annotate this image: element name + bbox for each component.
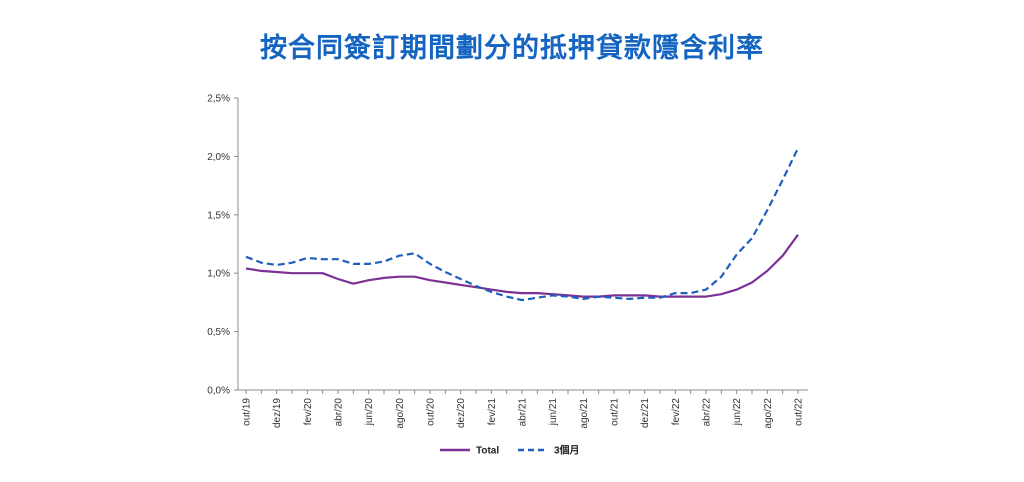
x-tick-label: out/20 [426, 398, 437, 426]
x-tick-label: ago/20 [395, 398, 406, 429]
series-line-3-months [245, 147, 799, 302]
x-tick-label: dez/21 [640, 398, 651, 428]
x-tick-label: jun/20 [364, 398, 375, 427]
y-tick-label: 1,5% [207, 210, 230, 221]
x-tick-label: ago/21 [579, 398, 590, 429]
x-tick-label: dez/19 [272, 398, 283, 428]
x-tick-label: ago/22 [763, 398, 774, 429]
x-tick-label: fev/21 [487, 398, 498, 426]
y-tick-label: 2,5% [207, 94, 230, 105]
x-tick-label: out/19 [242, 398, 253, 426]
x-tick-label: out/21 [610, 398, 621, 426]
x-tick-label: out/22 [794, 398, 805, 426]
series-lines [245, 147, 799, 302]
x-tick-label: dez/20 [456, 398, 467, 428]
x-tick-label: jun/21 [548, 398, 559, 427]
y-tick-label: 0,0% [207, 386, 230, 397]
x-tick-label: jun/22 [732, 398, 743, 427]
series-line-total [245, 234, 799, 298]
x-tick-label: abr/21 [518, 398, 529, 427]
legend-label: 3個月 [554, 444, 580, 457]
y-tick-label: 2,0% [207, 152, 230, 163]
legend-label: Total [476, 446, 499, 457]
x-tick-label: abr/20 [334, 398, 345, 427]
x-axis: out/19 dez/19 fev/20 abr/20 jun/20 ago/20 out/… [238, 389, 808, 429]
legend: Total 3個月 [440, 444, 580, 457]
y-tick-label: 1,0% [207, 269, 230, 280]
chart-title: 按合同簽訂期間劃分的抵押貸款隱含利率 [260, 33, 764, 64]
y-tick-label: 0,5% [207, 327, 230, 338]
x-tick-label: fev/22 [671, 398, 682, 426]
x-tick-label: fev/20 [303, 398, 314, 426]
x-tick-label: abr/22 [702, 398, 713, 427]
y-axis: 0,0% 0,5% 1,0% 1,5% 2,0% 2,5% [207, 94, 239, 397]
